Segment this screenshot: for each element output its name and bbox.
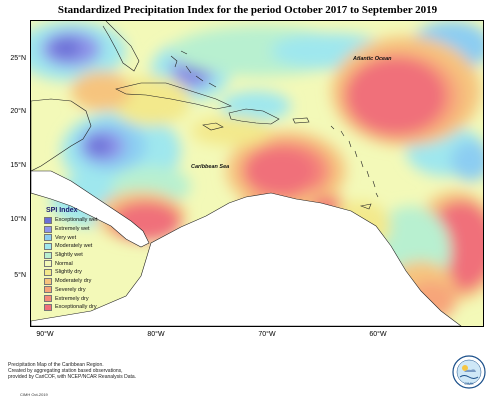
cuba-outline xyxy=(115,82,232,110)
legend-swatch xyxy=(44,216,52,224)
legend-swatch xyxy=(44,295,52,303)
map-frame: Atlantic Ocean Caribbean Sea xyxy=(30,20,484,327)
x-tick-70w: 70°W xyxy=(258,331,276,338)
legend-label: Moderately wet xyxy=(55,243,93,250)
atlantic-ocean-label: Atlantic Ocean xyxy=(353,56,392,62)
legend-swatch xyxy=(44,260,52,268)
y-tick-15n: 15°N xyxy=(10,162,26,169)
legend-label: Extremely dry xyxy=(55,295,89,302)
x-tick-60w: 60°W xyxy=(369,331,387,338)
florida-outline xyxy=(102,21,140,72)
legend-item: Extremely wet xyxy=(44,225,116,234)
legend-label: Very wet xyxy=(55,234,77,241)
note-line-2: Created by aggregating station based obs… xyxy=(8,368,123,375)
x-tick-80w: 80°W xyxy=(147,331,165,338)
legend-item: Normal xyxy=(44,259,116,268)
legend-item: Moderately wet xyxy=(44,242,116,251)
legend-label: Slightly wet xyxy=(55,252,83,259)
bahamas-islands xyxy=(170,50,217,88)
spi-field xyxy=(31,21,483,321)
legend-swatch xyxy=(44,277,52,285)
legend-swatch xyxy=(44,251,52,259)
legend-item: Moderately dry xyxy=(44,277,116,286)
legend-item: Exceptionally dry xyxy=(44,303,116,312)
x-tick-90w: 90°W xyxy=(36,331,54,338)
y-tick-5n: 5°N xyxy=(14,272,26,279)
note-line-1: Precipitation Map of the Caribbean Regio… xyxy=(8,362,104,368)
map-title: Standardized Precipitation Index for the… xyxy=(57,4,438,16)
spi-legend: SPI Index Exceptionally wet Extremely wet… xyxy=(44,207,116,312)
legend-label: Severely dry xyxy=(55,286,86,293)
lesser-antilles xyxy=(330,125,379,210)
legend-item: Extremely dry xyxy=(44,294,116,303)
note-line-3: provided by CariCOF, with NCEP/NCAR Rean… xyxy=(8,374,137,381)
spi-map xyxy=(31,21,483,326)
legend-swatch xyxy=(44,242,52,250)
cimh-logo: CIMH xyxy=(452,355,486,389)
legend-label: Moderately dry xyxy=(55,278,92,285)
legend-label: Slightly dry xyxy=(55,269,82,276)
cimh-logo-icon: CIMH xyxy=(452,355,486,389)
legend-label: Extremely wet xyxy=(55,226,90,233)
legend-item: Very wet xyxy=(44,233,116,242)
south-america-land xyxy=(31,192,462,326)
credit-text: CIMH Oct-2019 xyxy=(20,392,48,397)
legend-swatch xyxy=(44,286,52,294)
legend-item: Severely dry xyxy=(44,286,116,295)
legend-swatch xyxy=(44,303,52,311)
legend-label: Normal xyxy=(55,260,73,267)
map-note: Precipitation Map of the Caribbean Regio… xyxy=(8,362,208,381)
caribbean-sea-label: Caribbean Sea xyxy=(191,164,230,170)
y-tick-10n: 10°N xyxy=(10,216,26,223)
central-america-land xyxy=(31,170,150,248)
legend-item: Exceptionally wet xyxy=(44,216,116,225)
legend-label: Exceptionally dry xyxy=(55,304,97,311)
y-tick-25n: 25°N xyxy=(10,55,26,62)
legend-swatch xyxy=(44,268,52,276)
svg-text:CIMH: CIMH xyxy=(465,382,474,386)
legend-title: SPI Index xyxy=(46,207,78,214)
legend-item: Slightly dry xyxy=(44,268,116,277)
puerto-rico-outline xyxy=(292,117,310,124)
y-tick-20n: 20°N xyxy=(10,108,26,115)
hispaniola-outline xyxy=(228,108,280,125)
jamaica-outline xyxy=(202,122,224,131)
legend-swatch xyxy=(44,234,52,242)
legend-label: Exceptionally wet xyxy=(55,217,98,224)
legend-item: Slightly wet xyxy=(44,251,116,260)
legend-swatch xyxy=(44,225,52,233)
yucatan-land xyxy=(31,98,92,172)
